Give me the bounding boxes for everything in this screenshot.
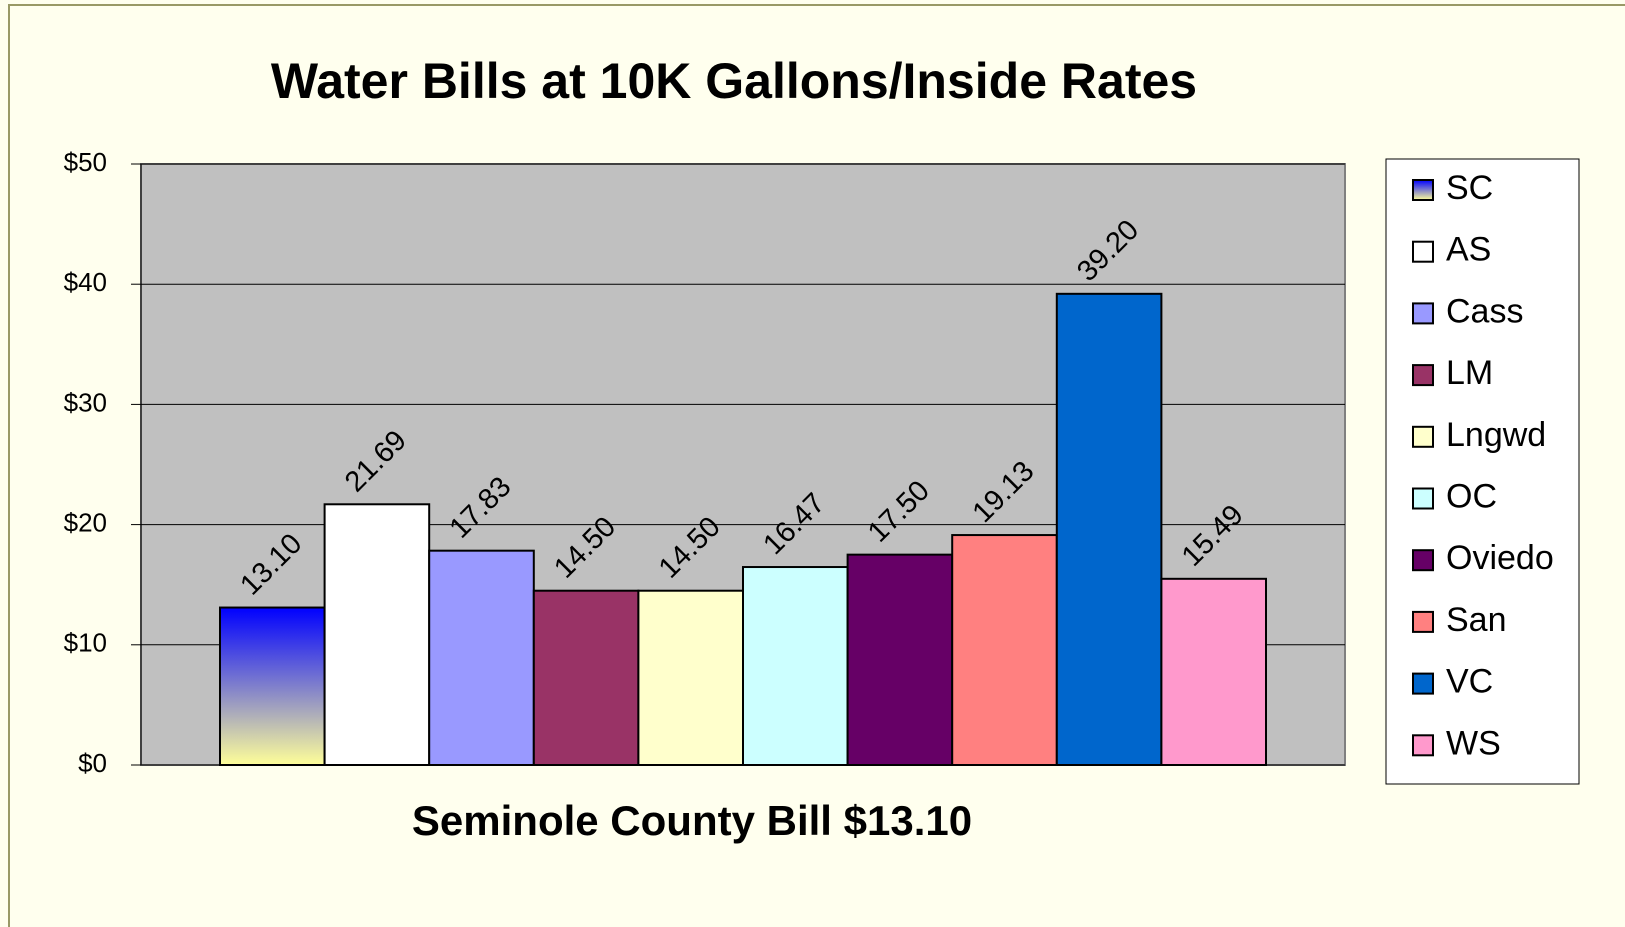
legend-label: Cass (1446, 292, 1523, 330)
legend-label: LM (1446, 354, 1493, 392)
bar (637, 589, 745, 767)
bar (1160, 577, 1268, 766)
y-tick-label: $50 (64, 147, 107, 177)
y-tick-label: $40 (64, 267, 107, 297)
legend-swatch (1412, 487, 1434, 510)
legend-swatch (1412, 672, 1434, 695)
legend-swatch (1412, 364, 1434, 387)
y-tick-label: $30 (64, 387, 107, 417)
legend-swatch (1412, 734, 1434, 757)
legend-swatch (1412, 425, 1434, 448)
chart-title: Water Bills at 10K Gallons/Inside Rates (271, 53, 1197, 109)
legend-label: AS (1446, 231, 1491, 269)
y-tick-label: $0 (78, 748, 107, 778)
bar (1055, 292, 1163, 766)
legend-swatch (1412, 240, 1434, 263)
bar (428, 549, 535, 767)
y-tick-label: $10 (64, 628, 107, 658)
bar (219, 606, 326, 767)
legend-label: OC (1446, 477, 1497, 515)
bar (846, 553, 954, 767)
legend-label: San (1446, 601, 1507, 639)
legend-label: Lngwd (1446, 416, 1546, 454)
frame (8, 4, 1625, 927)
legend-swatch (1412, 610, 1434, 633)
legend-label: WS (1446, 724, 1501, 762)
legend-swatch (1412, 179, 1434, 201)
legend-swatch (1412, 549, 1434, 572)
x-axis-label: Seminole County Bill $13.10 (412, 797, 972, 844)
bar (532, 589, 640, 767)
bar (951, 534, 1058, 766)
bar (742, 566, 849, 766)
legend-label: VC (1446, 663, 1493, 701)
legend-label: SC (1446, 169, 1493, 207)
legend-label: Oviedo (1446, 539, 1554, 577)
legend-swatch (1412, 302, 1434, 325)
y-tick-label: $20 (64, 507, 107, 537)
bar (323, 503, 431, 766)
